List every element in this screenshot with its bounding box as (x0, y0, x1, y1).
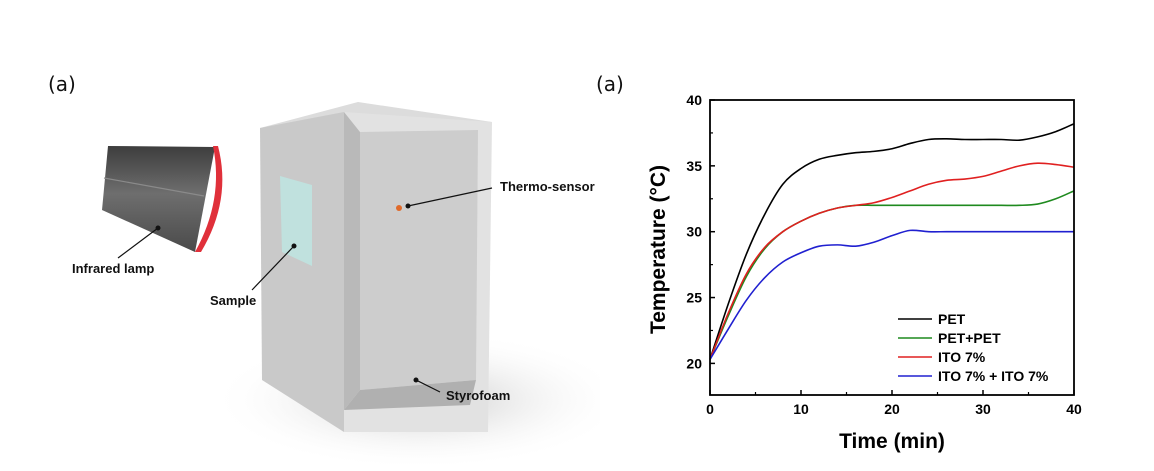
axis-ticks: 0 10 20 30 40 20 25 30 35 40 (686, 92, 1082, 417)
x-axis-title: Time (min) (839, 430, 945, 453)
y-tick-label: 40 (686, 92, 702, 108)
callout-sample: Sample (210, 243, 297, 308)
setup-illustration: Infrared lamp Sample Thermo-sensor Styro… (72, 102, 600, 470)
panel-label-left: (a) (48, 72, 76, 96)
styrofoam-box (260, 102, 492, 432)
x-tick-label: 40 (1066, 401, 1082, 417)
legend-label-3: ITO 7% + ITO 7% (938, 368, 1049, 384)
x-tick-label: 0 (706, 401, 714, 417)
callout-box: Styrofoam (413, 377, 510, 403)
box-cavity-side (344, 112, 360, 410)
callout-sensor: Thermo-sensor (405, 179, 595, 209)
series-line-2 (709, 162, 1075, 360)
legend-label-1: PET+PET (938, 330, 1001, 346)
chart-legend: PET PET+PET ITO 7% ITO 7% + ITO 7% (898, 311, 1049, 384)
y-tick-label: 20 (686, 355, 702, 371)
sample-film (280, 176, 312, 266)
plot-lines (709, 122, 1075, 360)
box-cavity-back (360, 130, 478, 390)
x-tick-label: 30 (975, 401, 991, 417)
y-tick-label: 25 (686, 290, 702, 306)
callout-lamp: Infrared lamp (72, 225, 161, 276)
box-cavity-floor (344, 380, 476, 410)
panel-label-right: (a) (596, 72, 624, 96)
legend-label-2: ITO 7% (938, 349, 986, 365)
lamp-body (102, 146, 215, 252)
y-tick-label: 30 (686, 224, 702, 240)
callout-lamp-label: Infrared lamp (72, 261, 154, 276)
callout-sample-label: Sample (210, 293, 256, 308)
y-tick-label: 35 (686, 158, 702, 174)
callout-sensor-label: Thermo-sensor (500, 179, 595, 194)
y-axis-title: Temperature (°C) (647, 165, 670, 334)
series-line-0 (709, 122, 1075, 360)
infrared-lamp (102, 146, 223, 252)
x-tick-label: 20 (884, 401, 900, 417)
thermo-sensor-dot (396, 205, 402, 211)
series-line-3 (709, 229, 1074, 360)
lamp-rim (195, 146, 223, 252)
callout-box-label: Styrofoam (446, 388, 510, 403)
x-tick-label: 10 (793, 401, 809, 417)
legend-label-0: PET (938, 311, 966, 327)
lamp-facet-line (103, 177, 205, 197)
